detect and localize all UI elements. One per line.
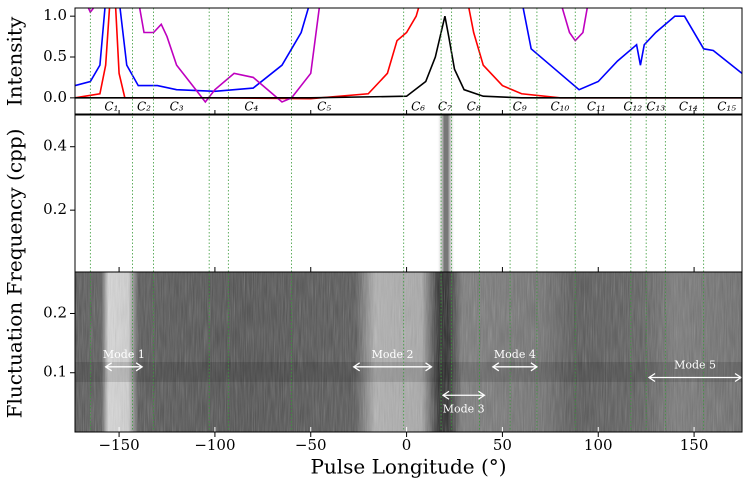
- component-label: C₁₁: [587, 100, 606, 114]
- y-tick-label: 0.1: [43, 363, 67, 381]
- arrow-head: [734, 372, 743, 383]
- component-label: C₁₂: [623, 100, 642, 114]
- x-tick-label: 100: [584, 436, 613, 454]
- y-tick-label: 0.0: [43, 88, 67, 106]
- component-label: C₁₀: [551, 100, 570, 114]
- component-label: C₆: [411, 100, 425, 114]
- x-tick-label: −150: [98, 436, 139, 454]
- x-tick-label: −100: [194, 436, 235, 454]
- lrfs-streak: [437, 115, 455, 272]
- y-tick-label: 0.5: [43, 47, 67, 65]
- mode-label: Mode 5: [674, 358, 716, 371]
- lrfs-image: [75, 115, 742, 272]
- y-tick-label: 1.0: [43, 6, 67, 24]
- profile-line: [87, 8, 589, 104]
- component-label: C₅: [317, 100, 331, 114]
- arrow-head: [491, 362, 500, 372]
- mode-label: Mode 2: [372, 348, 414, 361]
- component-label: C₂: [137, 100, 151, 114]
- arrow-head: [135, 362, 144, 372]
- component-label: C₃: [170, 100, 184, 114]
- y-tick-label: 0.2: [43, 200, 67, 218]
- component-label: C₁: [104, 100, 118, 114]
- arrow-head: [104, 362, 113, 372]
- component-label: C₉: [513, 100, 527, 114]
- profile-line: [75, 8, 742, 100]
- arrow-head: [530, 362, 539, 372]
- mode-label: Mode 1: [103, 348, 145, 361]
- plot-layer: 0.0 0.5 1.0 0.2 0.4 0.1 0.2 −150 −100 −50 0 50 100 15…: [3, 6, 743, 479]
- x-tick-label: −50: [295, 436, 327, 454]
- arrow-head: [425, 362, 433, 372]
- component-label: C₇: [438, 100, 452, 114]
- arrow-head: [647, 372, 656, 383]
- component-label: C₁₃: [646, 100, 665, 114]
- x-tick-label: 150: [680, 436, 709, 454]
- mode-label: Mode 3: [443, 402, 485, 415]
- arrow-head: [352, 362, 361, 372]
- lines: [75, 8, 742, 104]
- x-axis-label: Pulse Longitude (°): [310, 455, 506, 479]
- fluctuation-band: [75, 362, 742, 382]
- component-label: C₁₅: [717, 100, 736, 114]
- component-label: C₈: [467, 100, 481, 114]
- y-axis-label: Intensity: [3, 16, 27, 106]
- y-tick-label: 0.4: [43, 137, 67, 155]
- frame: [74, 271, 743, 433]
- y-axis-label: Fluctuation Frequency (cpp): [3, 129, 27, 419]
- profile-line: [75, 8, 742, 93]
- arrow-head: [478, 390, 486, 400]
- x-tick-label: 50: [493, 436, 512, 454]
- y-tick-label: 0.2: [43, 303, 67, 321]
- arrow-head: [441, 390, 450, 400]
- mode-label: Mode 4: [494, 348, 536, 361]
- x-tick-label: 0: [402, 436, 412, 454]
- component-label: C₄: [244, 100, 258, 114]
- component-label: C₁₄: [679, 100, 698, 114]
